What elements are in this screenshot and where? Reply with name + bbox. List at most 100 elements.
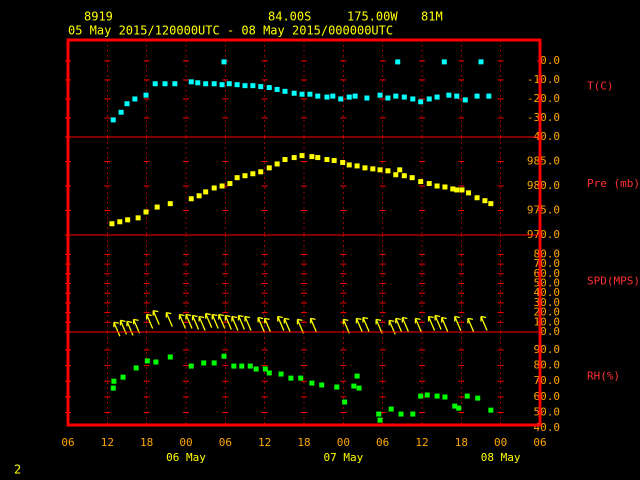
data-point: [278, 371, 284, 377]
data-point: [196, 193, 202, 199]
data-point: [488, 201, 494, 207]
data-point: [111, 378, 117, 384]
data-point: [118, 109, 124, 115]
data-point: [354, 373, 360, 379]
data-point: [315, 155, 321, 161]
data-point: [167, 201, 173, 207]
data-point: [262, 366, 268, 372]
wind-arrow: [205, 312, 213, 328]
data-point: [188, 363, 194, 369]
data-point: [288, 375, 294, 381]
data-point: [377, 417, 383, 423]
data-point: [221, 353, 227, 359]
x-tick-label: 18: [140, 436, 153, 449]
data-point: [234, 82, 240, 88]
data-point: [351, 383, 357, 389]
data-point: [462, 97, 468, 103]
x-tick-label: 06: [533, 436, 546, 449]
data-point: [393, 93, 399, 99]
data-point: [291, 155, 297, 161]
data-point: [282, 88, 288, 94]
data-point: [395, 59, 401, 65]
data-point: [234, 175, 240, 181]
wind-arrow: [211, 313, 219, 329]
data-point: [242, 83, 248, 89]
data-point: [242, 173, 248, 179]
data-point: [226, 81, 232, 87]
data-point: [324, 157, 330, 163]
wind-arrow: [434, 314, 442, 330]
data-point: [143, 92, 149, 98]
data-point: [370, 166, 376, 172]
data-point: [291, 90, 297, 96]
wind-arrow: [342, 318, 350, 334]
data-point: [132, 96, 138, 102]
station: 8919: [84, 10, 113, 24]
data-point: [474, 195, 480, 201]
wind-arrow: [375, 318, 383, 334]
x-tick-label: 18: [455, 436, 468, 449]
data-point: [239, 363, 245, 369]
data-point: [247, 363, 253, 369]
data-point: [250, 171, 256, 177]
y-tick-label: -30.0: [527, 111, 560, 124]
x-tick-label: 12: [258, 436, 271, 449]
data-point: [144, 358, 150, 364]
x-tick-label: 12: [415, 436, 428, 449]
wind-arrow: [355, 317, 364, 333]
data-point: [227, 181, 233, 187]
y-axis-label: T(C): [587, 80, 614, 93]
data-point: [356, 385, 362, 391]
data-point: [401, 94, 407, 100]
data-point: [299, 153, 305, 159]
data-point: [459, 187, 465, 193]
data-point: [124, 101, 130, 107]
wind-arrow: [257, 316, 265, 332]
data-point: [253, 366, 259, 372]
data-point: [385, 168, 391, 174]
data-point: [307, 91, 313, 97]
y-axis-label: Pre (mb): [587, 177, 640, 190]
data-point: [172, 81, 178, 87]
data-point: [442, 184, 448, 190]
data-point: [250, 83, 256, 89]
wind-arrow: [309, 317, 318, 333]
data-point: [342, 399, 348, 405]
data-point: [466, 190, 472, 196]
x-date-label: 06 May: [166, 451, 206, 464]
data-point: [346, 162, 352, 168]
data-point: [478, 59, 484, 65]
wind-arrow: [218, 313, 226, 329]
data-point: [452, 403, 458, 409]
data-point: [274, 161, 280, 167]
data-point: [409, 175, 415, 181]
data-point: [274, 86, 280, 92]
x-tick-label: 06: [219, 436, 232, 449]
data-point: [488, 407, 494, 413]
data-point: [474, 93, 480, 99]
wind-arrow: [152, 310, 160, 325]
wind-arrow: [441, 316, 449, 332]
data-point: [424, 392, 430, 398]
wind-arrow: [467, 317, 475, 333]
data-point: [377, 92, 383, 98]
data-point: [331, 158, 337, 164]
data-point: [219, 82, 225, 88]
data-point: [309, 154, 315, 160]
data-point: [110, 385, 116, 391]
data-point: [201, 360, 207, 366]
data-point: [188, 79, 194, 85]
data-point: [352, 93, 358, 99]
wind-arrow: [277, 315, 285, 331]
latitude: 84.00S: [268, 10, 311, 24]
data-point: [464, 393, 470, 399]
wind-arrow: [480, 315, 488, 331]
data-point: [282, 157, 288, 163]
data-point: [340, 159, 346, 165]
y-tick-label: 80.0: [534, 359, 561, 372]
data-point: [330, 93, 336, 99]
wind-arrow: [198, 315, 206, 331]
data-point: [324, 94, 330, 100]
